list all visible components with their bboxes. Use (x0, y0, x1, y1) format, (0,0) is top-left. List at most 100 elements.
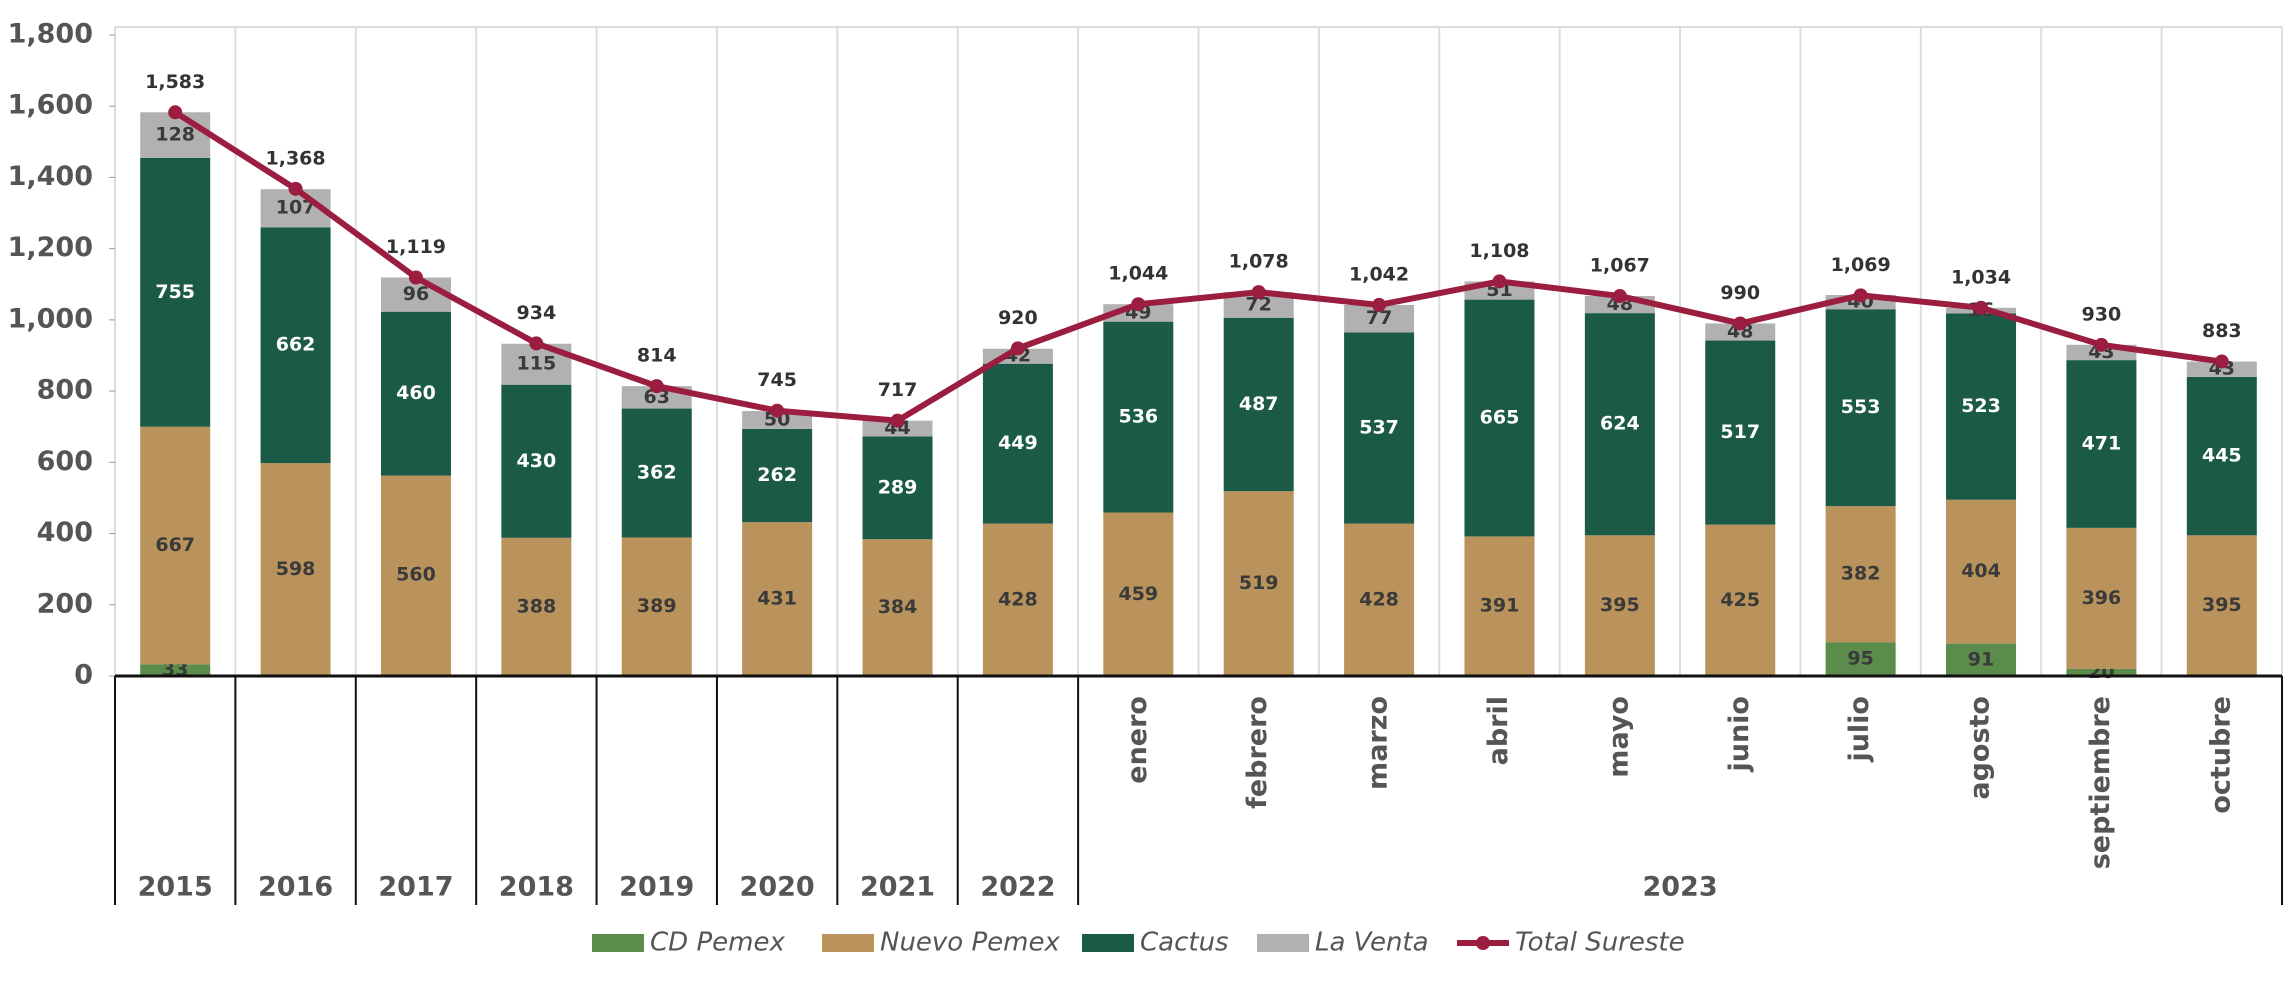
segment-label: 428 (998, 588, 1038, 610)
segment-label: 362 (637, 462, 677, 484)
bar-segment (260, 227, 331, 464)
bar-segment (1584, 313, 1655, 536)
bar-segment (380, 311, 451, 476)
legend-label: Cactus (1140, 928, 1229, 958)
segment-label: 395 (2202, 594, 2242, 616)
total-label: 1,583 (145, 71, 205, 93)
x-tick-label: 2022 (980, 872, 1055, 903)
segment-label: 445 (2202, 445, 2242, 467)
total-label: 1,034 (1951, 266, 2011, 288)
bar-segment (1344, 523, 1415, 676)
total-label: 1,044 (1108, 263, 1168, 285)
bar-segment (140, 157, 211, 427)
segment-label: 72 (1245, 293, 1271, 315)
segment-label: 523 (1961, 395, 2001, 417)
x-tick-label: octubre (2205, 696, 2236, 814)
segment-label: 395 (1600, 594, 1640, 616)
segment-label: 560 (396, 564, 436, 586)
segment-label: 63 (644, 386, 670, 408)
x-tick-label: marzo (1363, 696, 1394, 790)
bar-segment (260, 463, 331, 676)
total-label: 1,042 (1349, 263, 1409, 285)
segment-label: 388 (517, 595, 557, 617)
segment-label: 517 (1720, 421, 1760, 443)
total-label: 814 (637, 345, 677, 367)
bar-segment (742, 428, 813, 523)
bar-segment (621, 408, 692, 538)
segment-label: 48 (1727, 320, 1753, 342)
segment-label: 665 (1480, 406, 1520, 428)
segment-label: 95 (1847, 648, 1873, 670)
bar-segment (862, 436, 933, 540)
y-tick-label: 800 (37, 375, 93, 406)
total-point (288, 181, 303, 196)
x-tick-label: agosto (1965, 696, 1996, 800)
bar-segment (1344, 332, 1415, 524)
x-tick-label: septiembre (2085, 696, 2116, 869)
segment-label: 77 (1366, 307, 1392, 329)
total-label: 1,368 (266, 147, 326, 169)
total-label: 990 (1720, 282, 1760, 304)
y-tick-label: 400 (37, 517, 93, 548)
bar-segment (140, 426, 211, 665)
total-point (1492, 274, 1507, 289)
bar-segment (140, 664, 211, 676)
x-tick-label: enero (1122, 696, 1153, 784)
bar-segment (1464, 536, 1535, 676)
total-point (890, 413, 905, 428)
x-tick-label: 2017 (378, 872, 453, 903)
bar-segment (742, 522, 813, 676)
y-tick-label: 1,600 (8, 90, 93, 121)
total-label: 717 (878, 379, 918, 401)
bar-segment (982, 363, 1053, 524)
total-line (173, 109, 2223, 424)
total-point (2094, 337, 2109, 352)
legend-label: CD Pemex (650, 928, 785, 958)
total-point (1010, 341, 1025, 356)
total-label: 1,067 (1590, 255, 1650, 277)
y-tick-label: 1,400 (8, 161, 93, 192)
total-point (1974, 300, 1989, 315)
segment-label: 598 (276, 558, 316, 580)
segment-label: 536 (1118, 406, 1158, 428)
segment-label: 431 (757, 587, 797, 609)
bar-segment (1223, 317, 1294, 492)
bar-segment (862, 539, 933, 676)
bar-segment (1705, 323, 1776, 341)
x-tick-label: julio (1844, 696, 1875, 763)
segment-label: 428 (1359, 588, 1399, 610)
x-tick-label: 2016 (258, 872, 333, 903)
bar-segment (2186, 535, 2257, 676)
segment-label: 404 (1961, 560, 2001, 582)
segment-label: 667 (155, 534, 195, 556)
segment-label: 115 (517, 353, 557, 375)
legend-swatch (1082, 934, 1134, 952)
segment-label: 107 (276, 197, 316, 219)
segment-label: 460 (396, 382, 436, 404)
segment-label: 391 (1480, 595, 1520, 617)
bar-segment (2066, 527, 2137, 669)
segment-label: 396 (2082, 587, 2122, 609)
bar-segment (1946, 313, 2017, 500)
total-point (770, 403, 785, 418)
x-tick-label: mayo (1603, 696, 1634, 778)
x-tick-label: junio (1724, 696, 1755, 773)
total-label: 1,108 (1469, 240, 1529, 262)
legend-label: La Venta (1315, 928, 1429, 958)
segment-label: 755 (155, 281, 195, 303)
x-tick-label: 2015 (138, 872, 213, 903)
segment-label: 624 (1600, 413, 1640, 435)
bar-segment (1825, 642, 1896, 676)
bar-segment (982, 523, 1053, 676)
segment-label: 262 (757, 464, 797, 486)
y-tick-label: 200 (37, 588, 93, 619)
y-tick-label: 1,200 (8, 232, 93, 263)
total-point (1131, 297, 1146, 312)
bar-segment (862, 420, 933, 437)
total-point (168, 105, 183, 120)
bar-segment (2186, 376, 2257, 536)
bar-segment (140, 112, 211, 158)
total-point (1372, 297, 1387, 312)
y-tick-label: 0 (74, 660, 93, 691)
x-group-label: 2023 (1642, 872, 1717, 903)
